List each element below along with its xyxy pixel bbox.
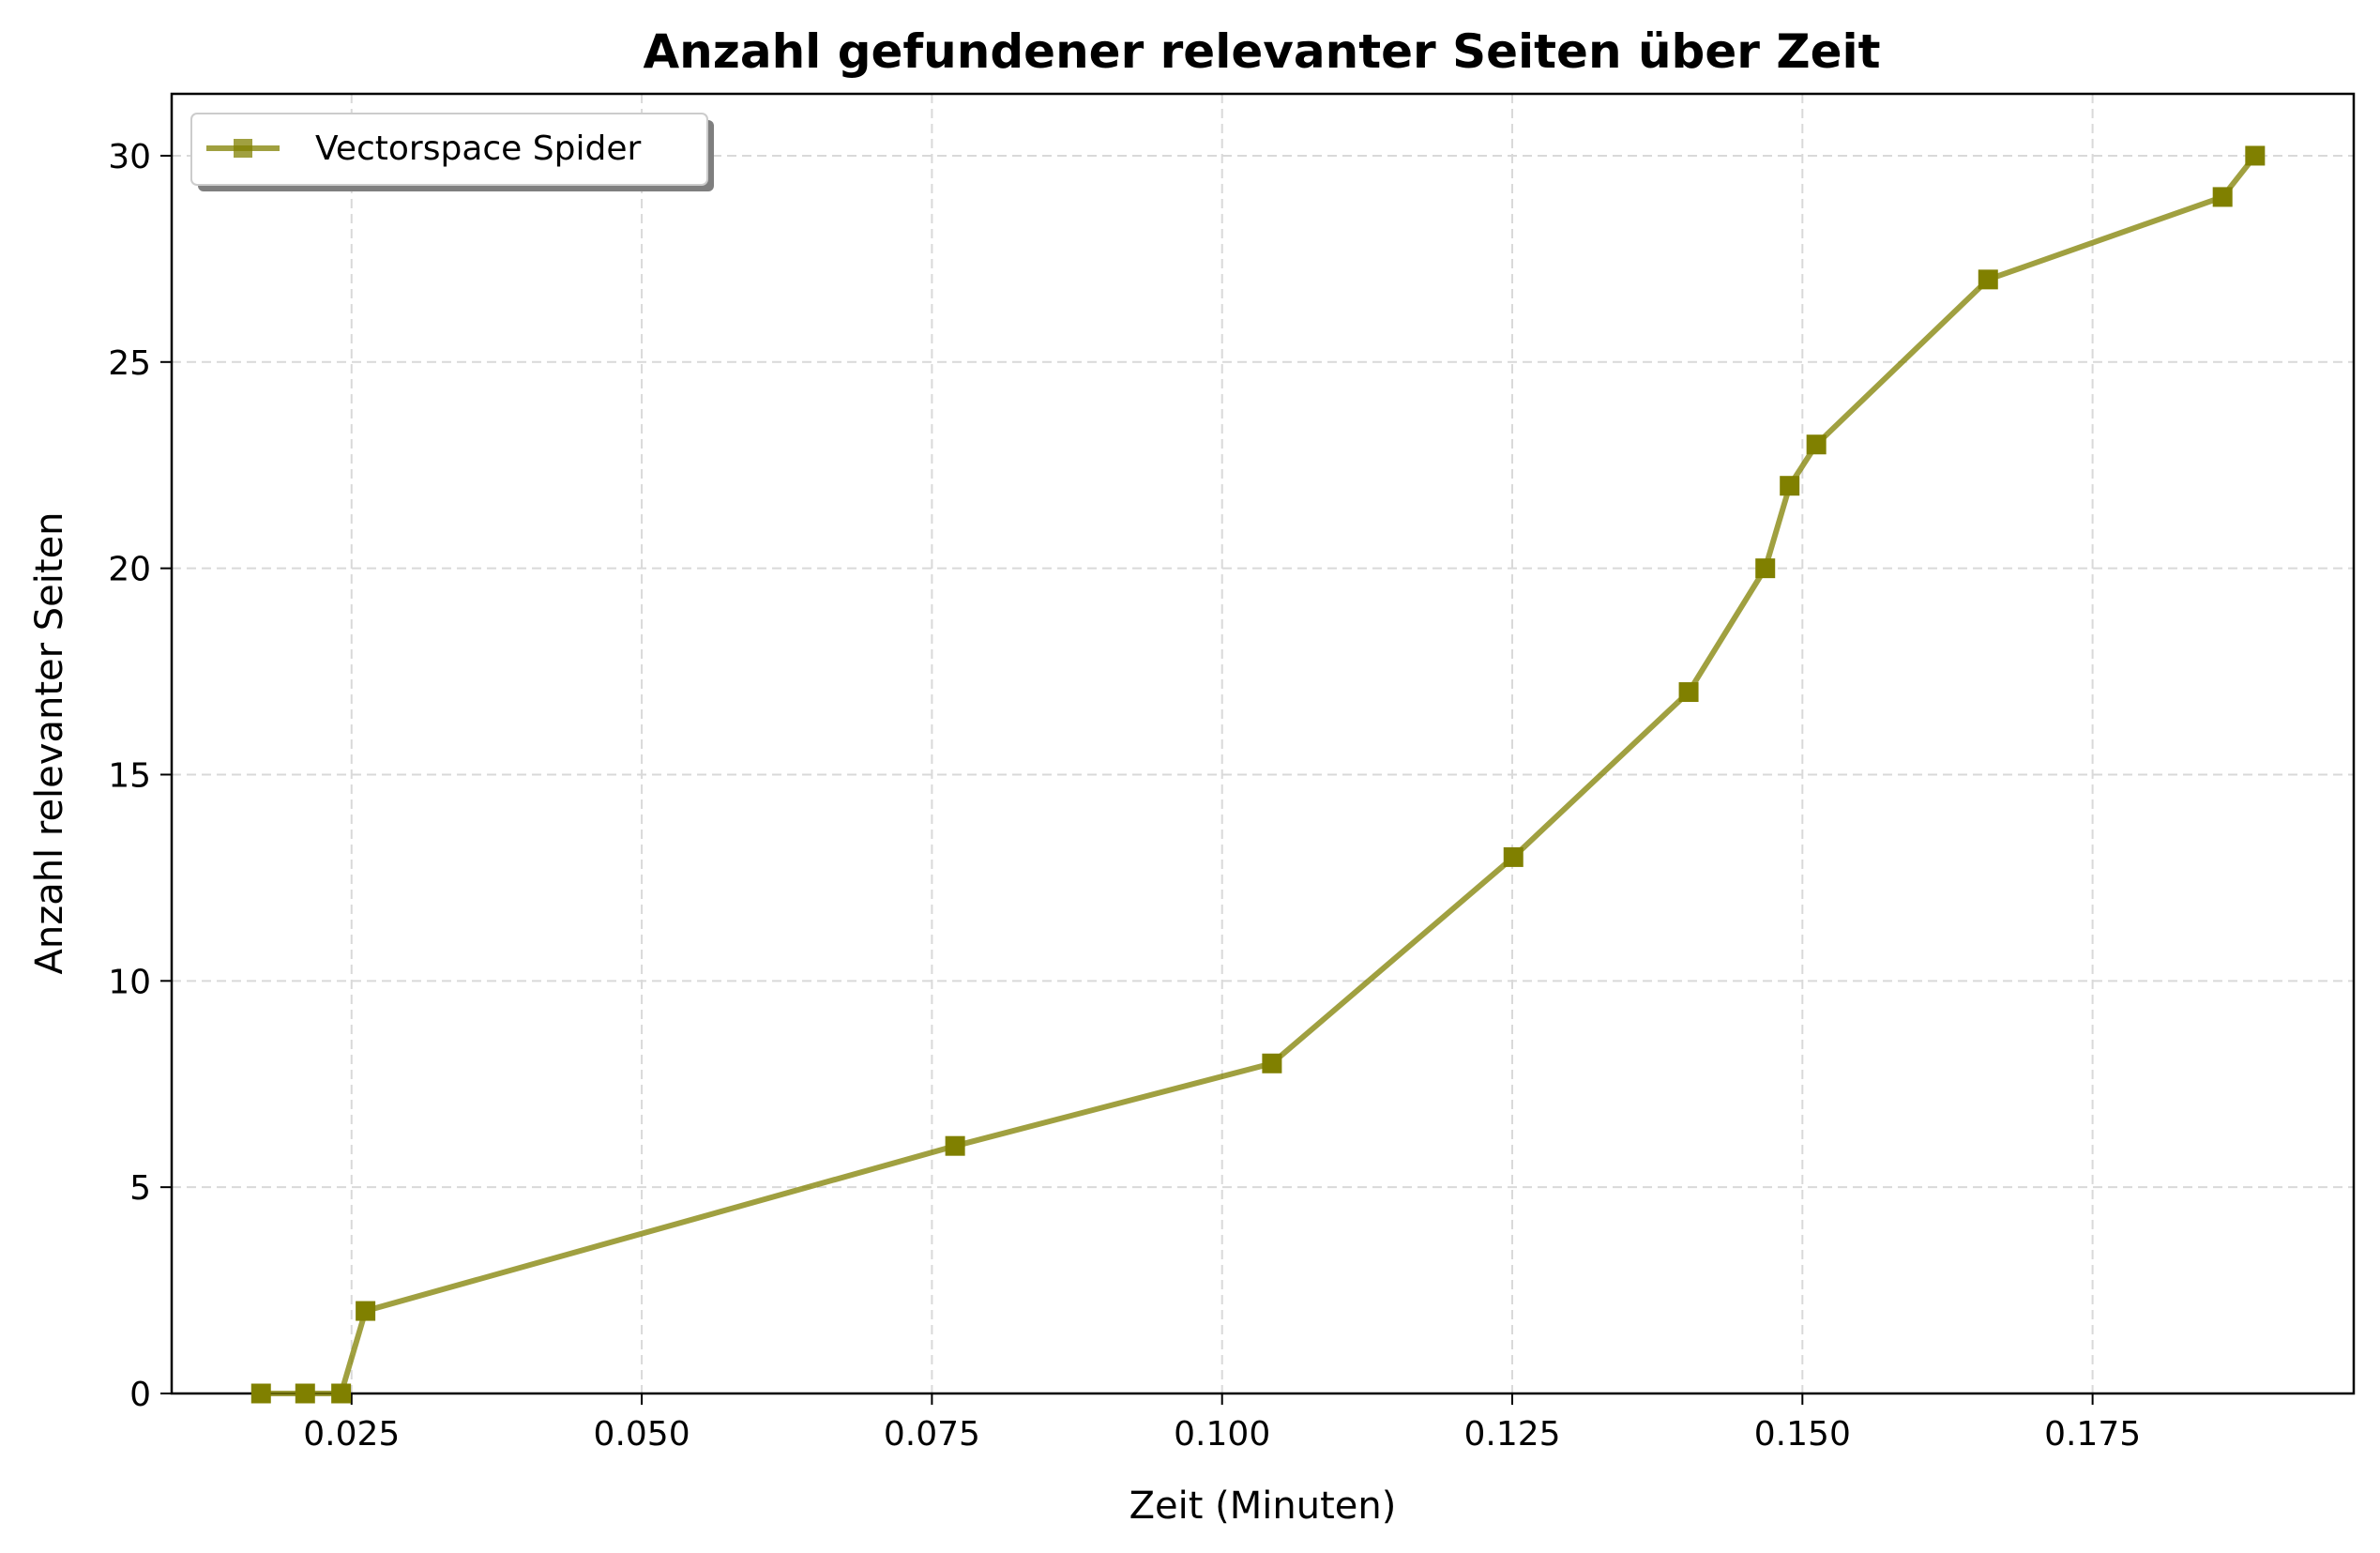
x-tick-label: 0.075	[884, 1415, 980, 1454]
data-point-marker	[1503, 846, 1524, 867]
chart-title: Anzahl gefundener relevanter Seiten über…	[643, 24, 1880, 79]
series-layer	[250, 145, 2266, 1404]
plot-frame	[170, 92, 2356, 1395]
y-tick-label: 10	[108, 963, 151, 1001]
y-tick-label: 30	[108, 138, 151, 176]
data-point-marker	[1262, 1053, 1282, 1073]
x-tick-label: 0.025	[303, 1415, 400, 1454]
legend-box	[190, 113, 708, 186]
y-tick-label: 5	[129, 1169, 151, 1208]
y-axis-label: Anzahl relevanter Seiten	[28, 511, 71, 974]
data-point-marker	[1755, 558, 1776, 579]
data-point-marker	[331, 1383, 352, 1404]
data-point-marker	[2212, 187, 2233, 207]
y-tick-label: 25	[108, 344, 151, 383]
y-tick-label: 15	[108, 756, 151, 795]
data-point-marker	[1780, 476, 1800, 496]
x-axis-label: Zeit (Minuten)	[1129, 1484, 1397, 1528]
x-tick-label: 0.150	[1754, 1415, 1851, 1454]
legend-marker-swatch	[234, 139, 252, 158]
axis-ticks: 0.025 0.050 0.075 0.100 0.125 0.150 0.175 0 5 10 1…	[108, 138, 2141, 1454]
data-point-marker	[945, 1135, 965, 1156]
data-point-marker	[295, 1383, 315, 1404]
data-point-marker	[1678, 682, 1699, 703]
data-point-marker	[1978, 269, 1998, 290]
x-tick-label: 0.125	[1463, 1415, 1560, 1454]
y-tick-label: 0	[129, 1376, 151, 1414]
data-point-marker	[356, 1301, 376, 1321]
legend-label: Vectorspace Spider	[315, 129, 641, 168]
legend: Vectorspace Spider	[190, 113, 714, 191]
y-tick-label: 20	[108, 551, 151, 589]
data-point-marker	[2245, 145, 2266, 166]
x-tick-label: 0.050	[594, 1415, 690, 1454]
data-point-marker	[250, 1383, 271, 1404]
data-point-marker	[1806, 434, 1827, 455]
x-tick-label: 0.100	[1174, 1415, 1270, 1454]
series-line	[261, 154, 2258, 1396]
x-tick-label: 0.175	[2044, 1415, 2141, 1454]
